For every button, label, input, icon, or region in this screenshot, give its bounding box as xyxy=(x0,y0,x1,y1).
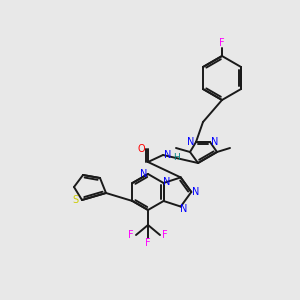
Text: N: N xyxy=(187,137,195,147)
Text: N: N xyxy=(192,187,199,197)
Text: O: O xyxy=(137,144,145,154)
Text: H: H xyxy=(174,152,180,161)
Text: F: F xyxy=(145,238,151,248)
Text: N: N xyxy=(140,169,148,179)
Text: N: N xyxy=(180,204,188,214)
Text: F: F xyxy=(219,38,225,48)
Text: F: F xyxy=(162,230,168,240)
Text: N: N xyxy=(211,137,219,147)
Text: S: S xyxy=(72,195,78,205)
Text: N: N xyxy=(164,150,172,160)
Text: N: N xyxy=(163,177,170,187)
Text: F: F xyxy=(128,230,134,240)
